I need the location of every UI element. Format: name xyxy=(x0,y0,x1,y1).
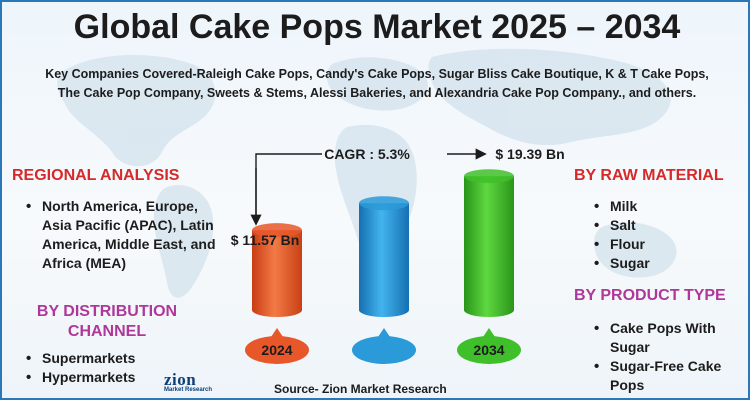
category-label: 2034 xyxy=(473,342,504,358)
value-label-2024: $ 11.57 Bn xyxy=(231,232,300,248)
category-pin-2024 xyxy=(245,328,309,364)
distribution-item: Supermarkets xyxy=(24,349,224,368)
raw-material-item: Sugar xyxy=(592,254,732,273)
value-label-2034: $ 19.39 Bn xyxy=(495,146,564,162)
zion-logo: zion Market Research xyxy=(164,370,234,398)
source-note: Source- Zion Market Research xyxy=(274,382,447,396)
raw-material-item: Milk xyxy=(592,197,732,216)
category-label: 2024 xyxy=(261,342,292,358)
logo-tagline: Market Research xyxy=(164,387,213,393)
market-size-chart: 2024 2034 $ 11.57 Bn $ 19.39 Bn CAGR : 5.3% xyxy=(231,146,565,364)
product-type-item: Cake Pops With Sugar xyxy=(592,319,742,357)
logo-wordmark: zion xyxy=(164,370,197,389)
bar-2024 xyxy=(252,223,302,317)
bar-2034 xyxy=(464,169,514,317)
page-title: Global Cake Pops Market 2025 – 2034 xyxy=(73,8,681,46)
product-type-item: Sugar-Free Cake Pops xyxy=(592,357,742,395)
distribution-list: Supermarkets Hypermarkets xyxy=(24,349,224,387)
regional-list: North America, Europe, Asia Pacific (APA… xyxy=(24,197,229,273)
regional-analysis-heading: REGIONAL ANALYSIS xyxy=(12,167,180,184)
product-type-list: Cake Pops With Sugar Sugar-Free Cake Pop… xyxy=(592,319,742,395)
raw-material-item: Flour xyxy=(592,235,732,254)
raw-material-list: Milk Salt Flour Sugar xyxy=(592,197,732,273)
product-type-heading: BY PRODUCT TYPE xyxy=(574,287,726,304)
distribution-channel-heading: BY DISTRIBUTION CHANNEL xyxy=(36,303,178,340)
category-pin-2034 xyxy=(457,328,521,364)
regional-item: North America, Europe, Asia Pacific (APA… xyxy=(24,197,229,273)
category-pin-mid xyxy=(352,328,416,364)
cagr-label: CAGR : 5.3% xyxy=(324,146,410,162)
bar-mid xyxy=(359,196,409,317)
raw-material-heading: BY RAW MATERIAL xyxy=(574,167,724,184)
key-companies-text: Key Companies Covered-Raleigh Cake Pops,… xyxy=(45,67,709,100)
raw-material-item: Salt xyxy=(592,216,732,235)
cagr-connector xyxy=(255,153,322,222)
distribution-item: Hypermarkets xyxy=(24,368,224,387)
